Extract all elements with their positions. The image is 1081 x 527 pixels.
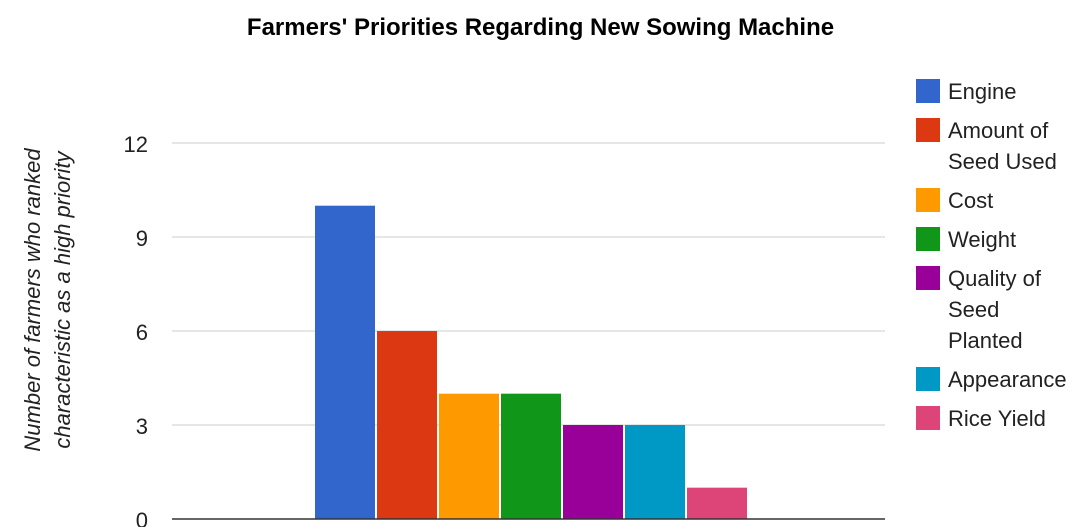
y-axis-ticks: 0 3 6 9 12	[124, 132, 148, 527]
legend-label: Weight	[948, 227, 1016, 252]
legend-label: Quality of	[948, 266, 1042, 291]
bar	[687, 487, 747, 519]
legend-swatch	[916, 227, 940, 251]
legend-swatch	[916, 406, 940, 430]
legend-label: Amount of	[948, 118, 1049, 143]
bar	[377, 331, 437, 519]
y-axis-label-line: characteristic as a high priority	[50, 149, 75, 448]
legend-label: Rice Yield	[948, 406, 1046, 431]
legend-swatch	[916, 118, 940, 142]
y-axis-label-line: Number of farmers who ranked	[20, 148, 45, 452]
legend-item: Quality of Seed Planted	[916, 266, 1042, 353]
gridlines	[172, 142, 885, 426]
legend-label: Seed	[948, 297, 999, 322]
chart-title: Farmers' Priorities Regarding New Sowing…	[246, 14, 835, 41]
legend-label: Cost	[948, 188, 993, 213]
legend-swatch	[916, 188, 940, 212]
y-tick-label: 0	[136, 508, 148, 527]
bar	[625, 425, 685, 519]
y-axis-label: Number of farmers who ranked characterist…	[20, 148, 75, 452]
bar	[439, 393, 499, 519]
legend-item: Appearance	[916, 367, 1067, 392]
legend-label: Appearance	[948, 367, 1067, 392]
y-tick-label: 9	[136, 226, 148, 251]
bar	[315, 205, 375, 519]
legend-item: Weight	[916, 227, 1016, 252]
y-tick-label: 6	[136, 320, 148, 345]
legend-swatch	[916, 266, 940, 290]
y-tick-label: 12	[124, 132, 148, 157]
legend-label: Engine	[948, 79, 1017, 104]
legend-item: Cost	[916, 188, 993, 213]
legend-swatch	[916, 79, 940, 103]
legend-label: Seed Used	[948, 149, 1057, 174]
legend: Engine Amount of Seed Used Cost Weight Qualit…	[916, 79, 1067, 431]
legend-item: Rice Yield	[916, 406, 1046, 431]
bars	[315, 205, 747, 519]
legend-swatch	[916, 367, 940, 391]
legend-item: Engine	[916, 79, 1017, 104]
bar	[501, 393, 561, 519]
y-tick-label: 3	[136, 414, 148, 439]
legend-item: Amount of Seed Used	[916, 118, 1057, 174]
legend-label: Planted	[948, 328, 1023, 353]
bar	[563, 425, 623, 519]
